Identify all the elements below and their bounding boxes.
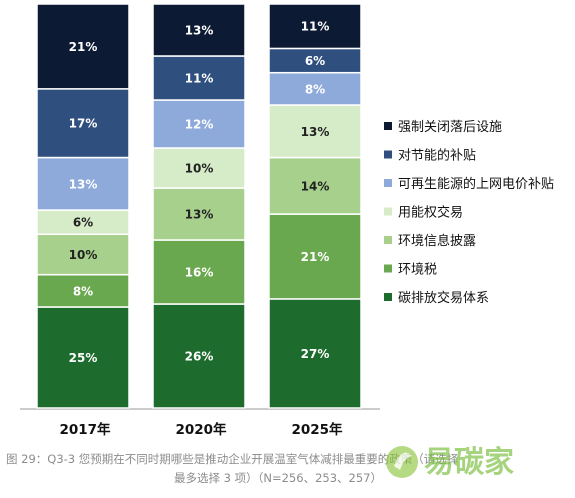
- bar-segment: [36, 156, 130, 211]
- data-label: 21%: [301, 250, 330, 264]
- bar-segment: [152, 99, 246, 149]
- figure-caption: 图 29：Q3-3 您预期在不同时期哪些是推动企业开展温室气体减排最重要的政策（…: [6, 450, 572, 488]
- data-label: 11%: [301, 20, 330, 34]
- bar-segment: [268, 213, 362, 300]
- bar-segment: [152, 55, 246, 101]
- bar-segment: [268, 71, 362, 106]
- bar-segment: [268, 3, 362, 50]
- x-tick-label: 2020年: [175, 421, 227, 438]
- data-label: 8%: [73, 284, 93, 298]
- legend-swatch: [384, 122, 392, 130]
- bar-segment: [268, 104, 362, 159]
- watermark-logo: 易碳家: [386, 445, 514, 480]
- bar-segment: [268, 298, 362, 409]
- bar-segment: [268, 156, 362, 215]
- data-label: 27%: [301, 347, 330, 361]
- data-label: 12%: [185, 118, 214, 132]
- x-tick-label: 2017年: [59, 421, 111, 438]
- data-label: 11%: [185, 72, 214, 86]
- bars-layer: 25% 8% 10% 6% 13% 17% 21% 26% 16% 13% 10% 12% 11% 13%…: [20, 3, 380, 410]
- bar-segment: [152, 147, 246, 189]
- bar-segment: [36, 3, 130, 90]
- data-label: 14%: [301, 179, 330, 193]
- legend-swatch: [384, 264, 392, 273]
- bar-segment: [152, 303, 246, 409]
- legend-swatch: [384, 236, 392, 244]
- legend: 强制关闭落后设施对节能的补贴可再生能源的上网电价补贴用能权交易环境信息披露环境税…: [384, 120, 554, 306]
- x-tick-label: 2025年: [291, 421, 343, 438]
- bar-segment: [152, 239, 246, 305]
- bar-segment: [36, 306, 130, 409]
- data-label: 13%: [69, 177, 98, 191]
- data-label: 8%: [305, 82, 325, 96]
- data-label: 13%: [301, 125, 330, 139]
- legend-label: 对节能的补贴: [398, 148, 476, 164]
- legend-label: 强制关闭落后设施: [398, 120, 502, 135]
- data-label: 21%: [69, 40, 98, 54]
- legend-label: 碳排放交易体系: [398, 290, 489, 306]
- data-label: 6%: [73, 216, 93, 230]
- bar-segment: [268, 47, 362, 74]
- data-label: 13%: [185, 208, 214, 222]
- caption-line-2: 最多选择 3 项）（N=256、253、257）: [174, 471, 382, 485]
- legend-swatch: [384, 207, 392, 216]
- legend-label: 环境税: [398, 263, 437, 278]
- bar-segment: [152, 3, 246, 57]
- data-label: 25%: [69, 351, 98, 365]
- watermark-text: 易碳家: [424, 445, 514, 480]
- data-label: 16%: [185, 266, 214, 280]
- bar-segment: [36, 88, 130, 159]
- bar-segment: [36, 209, 130, 236]
- legend-label: 可再生能源的上网电价补贴: [398, 176, 554, 192]
- bar-segment: [152, 187, 246, 241]
- bar-segment: [36, 273, 130, 308]
- data-label: 6%: [305, 54, 325, 68]
- data-label: 13%: [185, 24, 214, 38]
- x-tick-labels: 2017年 2020年 2025年: [59, 421, 343, 438]
- legend-swatch: [384, 179, 392, 187]
- data-label: 17%: [69, 117, 98, 131]
- data-label: 10%: [69, 248, 98, 262]
- data-label: 10%: [185, 162, 214, 176]
- legend-label: 用能权交易: [398, 205, 463, 221]
- caption-line-1: 图 29：Q3-3 您预期在不同时期哪些是推动企业开展温室气体减排最重要的政策（…: [6, 452, 459, 466]
- legend-swatch: [384, 293, 392, 301]
- data-label: 26%: [185, 350, 214, 364]
- legend-label: 环境信息披露: [398, 233, 476, 249]
- legend-swatch: [384, 150, 392, 159]
